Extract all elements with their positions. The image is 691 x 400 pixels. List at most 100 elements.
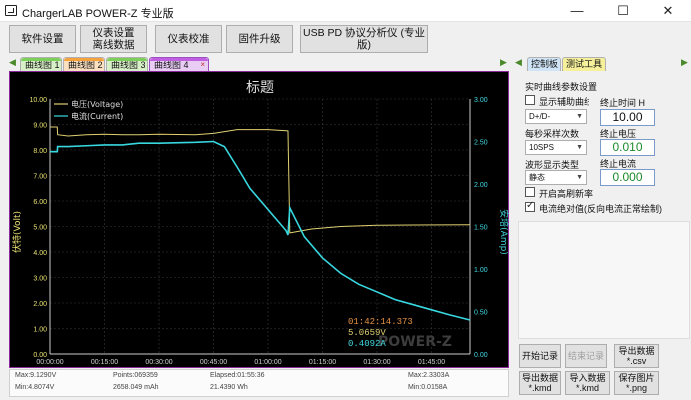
series-line-current (50, 140, 471, 321)
control-panel: 实时曲线参数设置 显示辅助曲线 D+/D- ▼ 每秒采样次数 10SPS ▼ 波… (515, 71, 691, 398)
tab-color-bar (21, 58, 61, 61)
x-tick-label: 01:15:00 (309, 359, 336, 366)
abs-current-checkbox[interactable] (525, 200, 535, 212)
stop-time-label: 终止时间 H (600, 98, 646, 108)
y-tick-label: 3.00 (33, 276, 47, 283)
minimize-button[interactable]: — (570, 3, 584, 18)
y-tick-label: 7.00 (33, 174, 47, 181)
x-tick-label: 00:45:00 (200, 359, 227, 366)
y2-tick-label: 0.50 (474, 310, 488, 317)
x-tick-label: 01:45:00 (418, 359, 445, 366)
elapsed-time: Elapsed:01:55:36 (210, 372, 265, 379)
title-bar: ChargerLAB POWER-Z 专业版 — ☐ ✕ (0, 0, 691, 22)
chart-panel[interactable]: 0.00 1.00 2.00 3.00 4.00 5.00 6.00 7.00 8.00 9.00… (9, 71, 510, 369)
meter-settings-offline-data-button[interactable]: 仪表设置 离线数据 (80, 25, 147, 53)
max-current: Max:2.3303A (408, 372, 450, 379)
y-tick-label: 4.00 (33, 250, 47, 257)
stop-voltage-label: 终止电压 (600, 129, 637, 139)
chart-canvas[interactable]: 0.00 1.00 2.00 3.00 4.00 5.00 6.00 7.00 8.00 9.00… (10, 72, 510, 369)
import-kmd-button[interactable]: 导入数据 *.kmd (565, 371, 610, 395)
max-voltage: Max:9.1290V (15, 372, 57, 379)
y-tick-label: 2.00 (33, 301, 47, 308)
series-line-voltage (50, 126, 471, 234)
right-tabs-left-icon[interactable]: ◀ (515, 57, 522, 67)
y2-tick-label: 1.00 (474, 267, 488, 274)
tab-label: 曲线图 2 (68, 60, 103, 70)
tab-color-bar (64, 58, 104, 61)
tab-color-bar (107, 58, 147, 61)
app-icon (5, 5, 17, 16)
stop-time-input[interactable]: 10.00 (600, 109, 655, 126)
y-tick-label: 5.00 (33, 225, 47, 232)
x-tick-label: 01:00:00 (254, 359, 281, 366)
start-record-button[interactable]: 开始记录 (519, 344, 561, 368)
readout-voltage: 5.0659V (348, 328, 386, 338)
waveform-value: 静态 (529, 173, 545, 182)
right-panel-tabs: ◀ 控制板 测试工具 ▶ (515, 56, 691, 72)
meter-calibration-button[interactable]: 仪表校准 (155, 25, 222, 53)
tab-label: 曲线图 1 (25, 60, 60, 70)
y-tick-label: 10.00 (29, 97, 47, 104)
legend-label: 电压(Voltage) (71, 99, 123, 109)
y-tick-label: 6.00 (33, 199, 47, 206)
tab-chart-2[interactable]: 曲线图 2 (63, 57, 105, 71)
tab-chart-4[interactable]: 曲线图 4 × (149, 57, 209, 71)
capacity-mah: 2658.049 mAh (113, 384, 159, 391)
readout-current: 0.4092A (348, 339, 386, 349)
sample-rate-select[interactable]: 10SPS ▼ (525, 140, 587, 155)
hi-res-checkbox[interactable] (525, 187, 535, 197)
tab-control-board[interactable]: 控制板 (527, 57, 561, 71)
energy-wh: 21.4390 Wh (210, 384, 248, 391)
y2-tick-label: 2.00 (474, 182, 488, 189)
x-tick-label: 00:00:00 (36, 359, 63, 366)
tab-chart-3[interactable]: 曲线图 3 (106, 57, 148, 71)
points-count: Points:069359 (113, 372, 158, 379)
section-title: 实时曲线参数设置 (525, 82, 598, 92)
chart-tabs: ◀ 曲线图 1 曲线图 2 曲线图 3 曲线图 4 × ▶ (0, 56, 515, 72)
x-tick-label: 01:30:00 (363, 359, 390, 366)
waveform-select[interactable]: 静态 ▼ (525, 170, 587, 185)
status-bar: Max:9.1290V Min:4.8074V Points:069359 26… (9, 369, 509, 397)
save-png-button[interactable]: 保存图片 *.png (614, 371, 659, 395)
stop-record-button[interactable]: 结束记录 (565, 344, 607, 368)
export-kmd-button[interactable]: 导出数据 *.kmd (519, 371, 561, 395)
aux-line-checkbox[interactable] (525, 95, 535, 105)
chevron-down-icon: ▼ (576, 174, 583, 181)
tab-test-tools[interactable]: 测试工具 (562, 57, 606, 71)
min-current: Min:0.0158A (408, 384, 448, 391)
tab-chart-1[interactable]: 曲线图 1 (20, 57, 62, 71)
tab-color-bar (150, 58, 208, 61)
sample-rate-value: 10SPS (529, 143, 554, 152)
x-tick-label: 00:15:00 (91, 359, 118, 366)
y2-tick-label: 0.00 (474, 352, 488, 359)
empty-panel-area (518, 221, 690, 339)
maximize-button[interactable]: ☐ (617, 3, 629, 18)
tab-label: 曲线图 3 (111, 60, 146, 70)
y2-tick-label: 3.00 (474, 97, 488, 104)
stop-current-input[interactable]: 0.000 (600, 169, 655, 186)
min-voltage: Min:4.8074V (15, 384, 55, 391)
y-tick-label: 8.00 (33, 148, 47, 155)
legend-label: 电流(Current) (71, 111, 123, 121)
y2-tick-label: 2.50 (474, 140, 488, 147)
hi-res-label: 开启高刷新率 (539, 189, 594, 199)
tabs-scroll-right-icon[interactable]: ▶ (500, 57, 507, 67)
watermark-text: POWER-Z (378, 334, 452, 350)
readout-time: 01:42:14.373 (348, 317, 413, 327)
close-button[interactable]: ✕ (662, 3, 674, 18)
chevron-down-icon: ▼ (576, 144, 583, 151)
stop-current-label: 终止电流 (600, 159, 637, 169)
export-csv-button[interactable]: 导出数据 *.csv (614, 344, 659, 368)
protocol-select[interactable]: D+/D- ▼ (525, 109, 587, 124)
waveform-label: 波形显示类型 (525, 160, 580, 170)
firmware-upgrade-button[interactable]: 固件升级 (226, 25, 293, 53)
y-tick-label: 0.00 (33, 352, 47, 359)
right-tabs-right-icon[interactable]: ▶ (681, 57, 688, 67)
usb-pd-analyzer-button[interactable]: USB PD 协议分析仪 (专业版) (300, 25, 428, 53)
tab-close-icon[interactable]: × (200, 60, 205, 69)
y-tick-label: 1.00 (33, 327, 47, 334)
sample-rate-label: 每秒采样次数 (525, 129, 580, 139)
stop-voltage-input[interactable]: 0.010 (600, 139, 655, 156)
software-settings-button[interactable]: 软件设置 (9, 25, 76, 53)
tabs-scroll-left-icon[interactable]: ◀ (9, 57, 16, 67)
